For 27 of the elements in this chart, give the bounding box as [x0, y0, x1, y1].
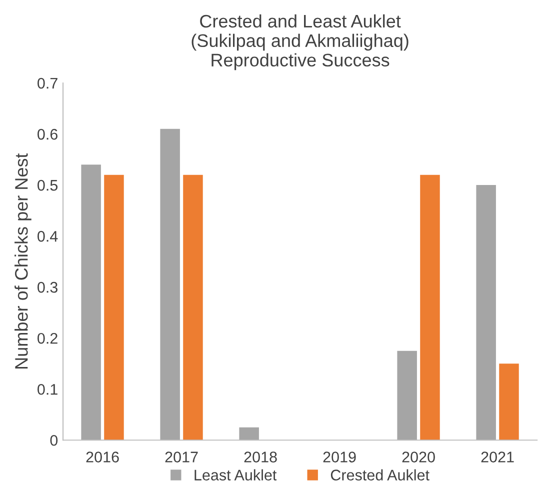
bar — [420, 174, 440, 440]
x-tick-label: 2018 — [244, 452, 277, 462]
bar — [81, 164, 101, 440]
bar — [499, 364, 519, 440]
y-tick-label: 0.3 — [38, 282, 58, 293]
y-tick-label: 0.7 — [38, 78, 58, 89]
x-tick-label: 2021 — [481, 452, 514, 462]
y-tick-label: 0 — [50, 434, 58, 446]
bar — [104, 174, 124, 440]
chart-title: Crested and Least Auklet (Sukilpaq and Akmaliighaq) Reproductive Success — [192, 14, 408, 70]
x-tick-label: 2020 — [402, 452, 435, 462]
y-tick-label: 0.1 — [38, 384, 58, 395]
bar — [239, 427, 259, 440]
y-tick-label: 0.2 — [38, 332, 58, 344]
y-axis-title: Number of Chicks per Nest — [14, 153, 32, 368]
y-tick-label: 0.6 — [38, 128, 58, 140]
bar — [183, 174, 203, 440]
bar — [476, 185, 496, 440]
x-tick-label: 2019 — [323, 452, 356, 462]
x-tick-label: 2016 — [86, 452, 119, 462]
legend-label: Least Auklet — [194, 469, 277, 480]
y-tick-label: 0.5 — [38, 180, 58, 191]
bar — [160, 128, 180, 440]
y-tick-label: 0.4 — [38, 230, 58, 242]
bar — [397, 350, 417, 440]
legend-label: Crested Auklet — [330, 469, 430, 480]
x-tick-label: 2017 — [165, 452, 198, 462]
